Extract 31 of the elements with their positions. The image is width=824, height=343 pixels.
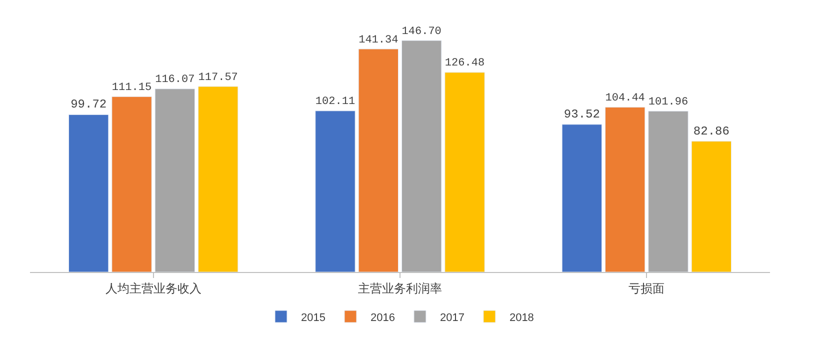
bar [68, 114, 109, 272]
data-label: 141.34 [358, 34, 399, 46]
legend-label: 2017 [440, 312, 464, 324]
data-label: 101.96 [648, 96, 688, 108]
data-label: 111.15 [112, 82, 152, 94]
data-label: 104.44 [605, 92, 646, 105]
data-label: 117.57 [198, 72, 238, 84]
data-label: 116.07 [155, 74, 195, 86]
bar [112, 96, 152, 272]
data-label: 126.48 [444, 58, 485, 70]
bar [691, 141, 732, 272]
bar [358, 48, 399, 272]
bar [604, 106, 646, 272]
bar [648, 110, 688, 272]
bar [315, 110, 356, 272]
legend-label: 2018 [509, 312, 534, 324]
bar [198, 86, 238, 272]
x-tick-label: 人均主营业务收入 [105, 281, 202, 296]
x-tick-label: 亏损面 [628, 281, 665, 296]
data-label: 82.86 [693, 124, 730, 138]
data-label: 146.70 [402, 26, 442, 38]
bar [444, 72, 485, 272]
data-label: 93.52 [564, 107, 600, 122]
data-label: 102.11 [315, 96, 356, 108]
bar [401, 40, 442, 272]
x-tick-label: 主营业务利润率 [358, 281, 442, 296]
bar [154, 88, 196, 272]
bar [562, 124, 602, 272]
legend-label: 2015 [301, 312, 326, 324]
legend-label: 2016 [370, 312, 395, 324]
data-label: 99.72 [70, 98, 107, 112]
